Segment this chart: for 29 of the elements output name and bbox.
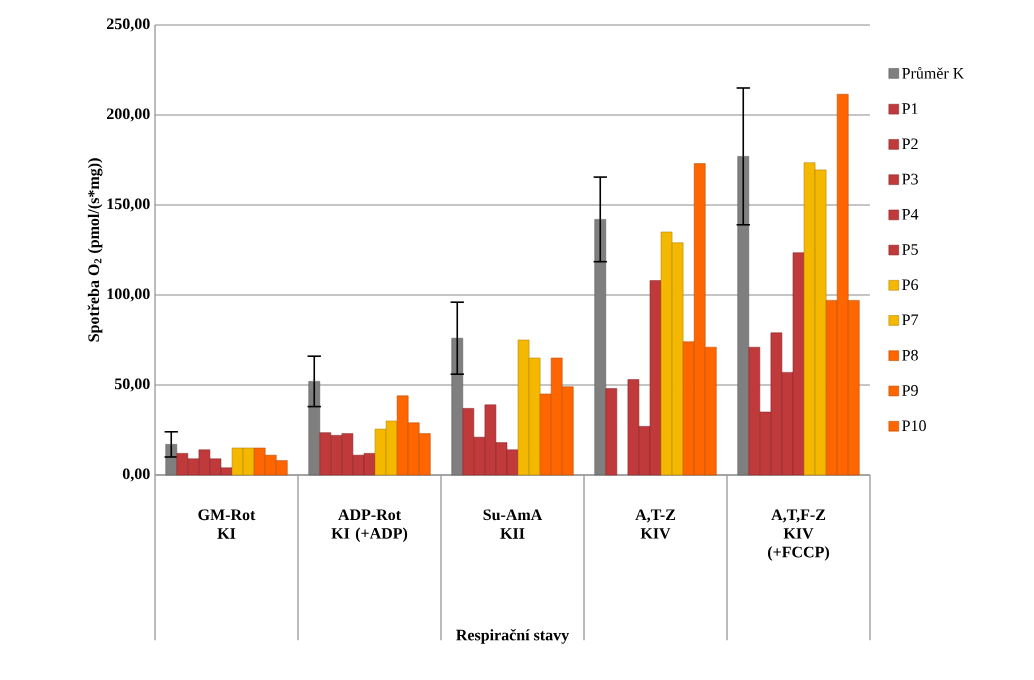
legend-label: P10: [902, 420, 926, 432]
legend-label: P1: [902, 103, 918, 114]
x-tick-label: A,T-Z KIV: [635, 509, 676, 539]
y-tick-label: 50,00: [114, 378, 150, 392]
y-tick-label: 150,00: [107, 198, 150, 212]
bar: [594, 219, 607, 476]
bar: [308, 381, 321, 476]
legend-label: P3: [902, 173, 918, 185]
bar: [737, 156, 750, 476]
x-tick-label: ADP-Rot KI (+ADP): [331, 509, 408, 543]
y-tick-label: 200,00: [106, 108, 150, 122]
legend-label: P2: [902, 138, 918, 150]
y-tick-label: 250,00: [106, 18, 150, 32]
legend-label: P7: [902, 314, 919, 326]
x-tick-label: GM-Rot KI: [198, 509, 256, 539]
bar: [451, 337, 464, 476]
y-tick-label: 0,00: [122, 468, 150, 482]
x-axis-title: Respirační stavy: [456, 629, 570, 644]
x-tick-label: A,T,F-Z KIV (+FCCP): [768, 509, 830, 561]
y-tick-label: 100,00: [107, 288, 150, 302]
legend-label: P9: [902, 385, 918, 396]
legend-label: P6: [902, 279, 919, 291]
x-tick-label: Su-AmA KII: [483, 509, 543, 539]
legend-label: P4: [902, 209, 919, 220]
legend-label: Průměr K: [902, 67, 965, 79]
legend-label: P5: [902, 244, 918, 255]
legend-label: P8: [902, 349, 918, 361]
bar: [605, 388, 618, 476]
y-axis-title: Spotřeba O$_{2}$ (pmol/(s*mg)): [87, 158, 103, 342]
